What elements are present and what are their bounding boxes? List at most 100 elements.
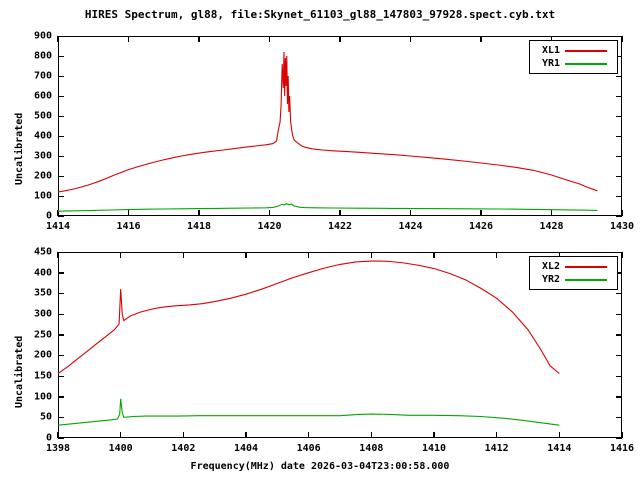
y-tick-mark (58, 375, 64, 377)
legend-label-yr2: YR2 (541, 274, 560, 285)
y-tick-mark (58, 437, 64, 439)
x-tick-mark (558, 252, 561, 258)
x-tick-mark (127, 36, 130, 42)
x-tick-label: 1426 (468, 221, 494, 232)
y-tick-mark (58, 272, 64, 274)
y-tick-mark (616, 135, 622, 137)
y-tick-mark (58, 354, 64, 357)
y-tick-label: 300 (33, 308, 52, 320)
y-tick-mark (616, 115, 622, 117)
x-tick-mark (57, 432, 59, 438)
x-tick-mark (621, 432, 623, 438)
y-tick-mark (616, 272, 622, 274)
y-tick-mark (58, 313, 64, 315)
x-tick-mark (57, 36, 59, 42)
trace-yr2 (58, 398, 560, 426)
y-tick-mark (58, 115, 64, 117)
y-tick-mark (58, 175, 64, 177)
x-axis-label: Frequency(MHz) date 2026-03-04T23:00:58.… (190, 461, 450, 472)
y-tick-mark (58, 195, 64, 197)
y-tick-label: 150 (33, 370, 52, 382)
legend-label-xl1: XL1 (541, 45, 560, 56)
x-tick-label: 1400 (108, 443, 133, 454)
x-tick-label: 1418 (186, 221, 212, 232)
y-tick-mark (616, 175, 622, 177)
top-panel-legend: XL1 YR1 (529, 40, 618, 74)
x-tick-mark (198, 36, 200, 42)
x-tick-mark (119, 432, 122, 438)
y-tick-mark (58, 215, 64, 217)
x-tick-label: 1414 (547, 443, 572, 454)
x-tick-mark (433, 252, 435, 258)
y-tick-label: 0 (45, 432, 52, 444)
legend-swatch-xl2 (565, 265, 607, 268)
x-tick-mark (57, 210, 59, 216)
y-tick-label: 500 (33, 110, 52, 122)
legend-label-yr1: YR1 (541, 58, 560, 69)
x-tick-label: 1430 (609, 221, 635, 232)
y-tick-mark (58, 292, 64, 295)
x-tick-mark (480, 36, 482, 42)
x-tick-mark (245, 252, 247, 258)
legend-swatch-xl1 (565, 49, 607, 52)
x-tick-label: 1410 (421, 443, 447, 454)
y-tick-mark (58, 55, 64, 57)
legend-swatch-yr2 (565, 278, 607, 281)
legend-entry: YR1 (536, 57, 611, 70)
y-tick-label: 50 (39, 411, 52, 423)
x-tick-label: 1408 (359, 443, 384, 454)
x-tick-label: 1412 (484, 443, 509, 454)
trace-xl1 (58, 51, 598, 193)
y-tick-mark (58, 75, 64, 77)
y-tick-label: 600 (33, 90, 52, 102)
bottom-panel-legend: XL2 YR2 (529, 256, 618, 290)
legend-swatch-yr1 (565, 62, 607, 65)
y-tick-mark (58, 135, 64, 137)
legend-entry: XL2 (536, 260, 611, 273)
x-tick-label: 1420 (257, 221, 282, 232)
y-tick-label: 200 (33, 349, 52, 361)
x-tick-mark (550, 210, 553, 216)
x-tick-mark (57, 252, 59, 258)
x-tick-mark (558, 432, 561, 438)
y-tick-mark (616, 215, 622, 217)
y-tick-mark (58, 416, 64, 419)
y-tick-mark (616, 95, 622, 97)
y-tick-mark (58, 95, 64, 97)
x-tick-label: 1402 (171, 443, 196, 454)
trace-xl2 (58, 260, 560, 374)
y-tick-mark (58, 334, 64, 336)
y-tick-label: 350 (33, 287, 52, 299)
y-tick-mark (616, 416, 622, 419)
y-tick-label: 400 (33, 130, 52, 142)
y-tick-label: 900 (33, 30, 52, 42)
y-tick-label: 300 (33, 150, 52, 162)
x-tick-mark (307, 432, 310, 438)
y-tick-label: 100 (33, 391, 52, 403)
y-tick-mark (616, 375, 622, 377)
x-tick-mark (339, 36, 341, 42)
x-tick-label: 1424 (398, 221, 423, 232)
x-tick-mark (480, 210, 482, 216)
y-tick-mark (616, 35, 622, 37)
x-tick-mark (621, 252, 623, 258)
x-tick-mark (339, 210, 341, 216)
x-tick-mark (370, 432, 373, 438)
y-tick-mark (616, 354, 622, 357)
legend-entry: YR2 (536, 273, 611, 286)
y-tick-mark (616, 292, 622, 295)
x-tick-label: 1416 (609, 443, 635, 454)
y-tick-mark (616, 75, 622, 77)
y-tick-label: 450 (33, 246, 52, 258)
x-tick-mark (182, 252, 185, 258)
x-tick-mark (495, 252, 498, 258)
y-tick-mark (616, 313, 622, 315)
y-tick-label: 250 (33, 329, 52, 341)
y-tick-mark (58, 35, 64, 37)
x-tick-mark (307, 252, 310, 258)
x-tick-mark (370, 252, 373, 258)
x-tick-mark (268, 210, 271, 216)
x-tick-mark (621, 36, 623, 42)
